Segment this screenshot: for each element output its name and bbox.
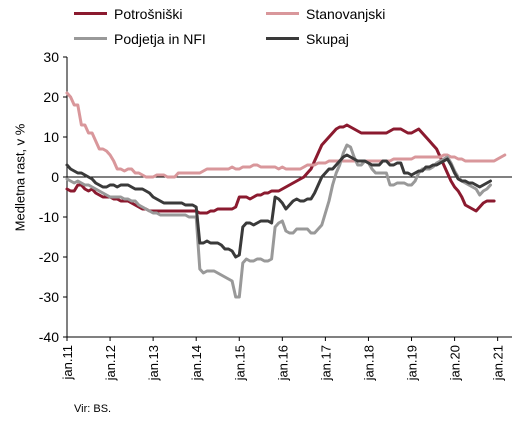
y-tick-label: -30 <box>39 289 59 305</box>
legend-label-skupaj: Skupaj <box>306 31 349 47</box>
x-tick-label: jan.11 <box>60 345 75 380</box>
y-tick-label: -40 <box>39 329 59 345</box>
y-tick-label: 30 <box>43 49 59 65</box>
legend-label-potrosniski: Potrošniški <box>114 6 183 22</box>
legend-swatch-skupaj <box>266 37 299 40</box>
legend-label-stanovanjski: Stanovanjski <box>306 6 386 22</box>
x-tick-label: jan.17 <box>318 345 333 381</box>
x-tick-label: jan.18 <box>361 345 376 381</box>
y-tick-label: 20 <box>43 89 59 105</box>
legend-label-podjetja: Podjetja in NFI <box>114 31 206 47</box>
y-axis-label: Medletna rast, v % <box>12 123 28 232</box>
x-tick-label: jan.12 <box>103 345 118 381</box>
x-tick-label: jan.16 <box>275 345 290 381</box>
y-tick-label: -20 <box>39 249 59 265</box>
legend-swatch-potrosniski <box>74 12 107 15</box>
series-line-3 <box>65 153 492 259</box>
legend-swatch-stanovanjski <box>266 12 299 15</box>
x-tick-label: jan.14 <box>189 345 204 381</box>
x-tick-label: jan.21 <box>491 345 506 381</box>
x-tick-label: jan.13 <box>146 345 161 381</box>
x-tick-label: jan.20 <box>448 345 463 381</box>
y-tick-label: -10 <box>39 209 59 225</box>
y-tick-label: 10 <box>43 129 59 145</box>
y-tick-label: 0 <box>51 169 59 185</box>
series-line-1 <box>65 91 507 179</box>
x-tick-label: jan.19 <box>405 345 420 381</box>
legend-swatch-podjetja <box>74 37 107 40</box>
source-note: Vir: BS. <box>74 403 112 415</box>
series-line-0 <box>65 123 496 215</box>
x-tick-label: jan.15 <box>232 345 247 381</box>
